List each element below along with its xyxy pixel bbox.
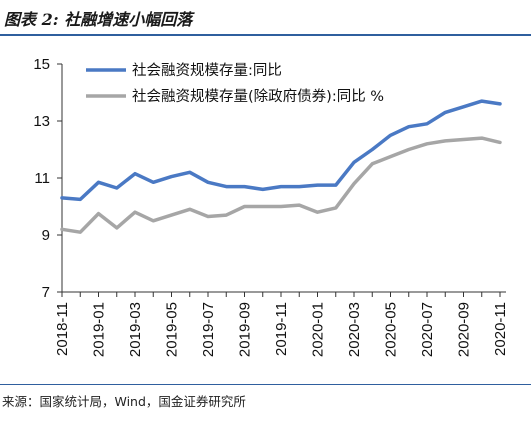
series-line-2 <box>60 136 502 234</box>
figure-title: 图表 2: 社融增速小幅回落 <box>4 6 192 30</box>
legend-label-2: 社会融资规模存量(除政府债券):同比 % <box>132 88 384 105</box>
figure-header: 图表 2: 社融增速小幅回落 <box>0 0 531 36</box>
figure-number: 图表 2: <box>4 10 59 29</box>
figure-caption: 社融增速小幅回落 <box>64 10 193 29</box>
x-tick-label: 2020-09 <box>456 302 473 357</box>
y-tick-label: 7 <box>42 284 50 301</box>
y-tick-label: 13 <box>33 113 50 130</box>
x-tick-label: 2018-11 <box>54 302 71 356</box>
y-tick-label: 11 <box>34 170 50 187</box>
legend-label-1: 社会融资规模存量:同比 <box>132 62 282 79</box>
x-tick-label: 2019-09 <box>237 302 254 357</box>
x-tick-label: 2020-01 <box>310 302 327 357</box>
y-tick-label: 9 <box>42 227 50 244</box>
x-tick-label: 2020-03 <box>346 302 363 357</box>
x-tick-label: 2019-01 <box>91 302 108 357</box>
x-tick-label: 2020-11 <box>492 302 509 356</box>
x-tick-label: 2019-07 <box>200 302 217 357</box>
footer-rule <box>0 384 531 385</box>
chart-axes: 7 9 11 13 15 2018-11 2019-01 2019-03 2019-05 2019… <box>33 56 509 357</box>
header-rule <box>0 34 531 36</box>
x-tick-label: 2020-07 <box>419 302 436 357</box>
x-tick-label: 2019-03 <box>127 302 144 357</box>
x-tick-label: 2019-05 <box>164 302 181 357</box>
source-note: 来源：国家统计局，Wind，国金证券研究所 <box>2 394 246 409</box>
series-line-1 <box>60 99 502 202</box>
y-tick-label: 15 <box>33 56 50 73</box>
x-tick-label: 2020-05 <box>383 302 400 357</box>
x-tick-label: 2019-11 <box>273 302 290 356</box>
line-chart: 7 9 11 13 15 2018-11 2019-01 2019-03 2019-05 2019… <box>33 56 509 357</box>
chart-lines <box>60 99 502 234</box>
